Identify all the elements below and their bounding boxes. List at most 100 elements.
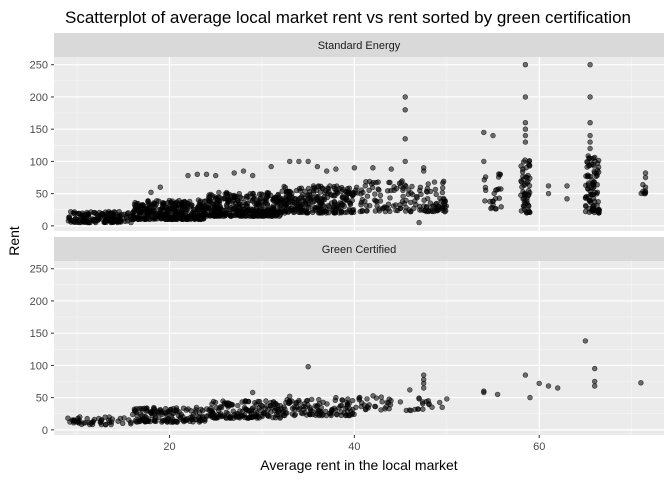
panel-standard-energy: Standard Energy 0 50 100 150 200 250	[30, 33, 664, 233]
data-point	[99, 216, 105, 222]
data-point	[377, 192, 384, 199]
data-point	[434, 207, 441, 213]
data-point	[312, 204, 318, 211]
panel-green-certified: Green Certified 0 50 100 150 200 250	[30, 237, 664, 437]
data-points	[65, 338, 644, 428]
data-point	[352, 190, 358, 196]
data-point	[481, 158, 487, 165]
data-point	[590, 182, 597, 188]
data-point	[387, 195, 393, 201]
data-point	[214, 197, 221, 203]
data-point	[407, 209, 414, 215]
data-point	[481, 129, 487, 136]
data-point	[390, 203, 397, 209]
data-point	[341, 203, 347, 209]
data-point	[422, 208, 428, 214]
data-point	[178, 411, 185, 418]
data-point	[252, 200, 258, 207]
data-point	[258, 191, 265, 197]
data-point	[524, 209, 531, 216]
data-point	[228, 213, 235, 219]
x-tick-label: 60	[533, 441, 545, 453]
data-point	[522, 126, 529, 132]
data-point	[183, 407, 190, 413]
data-point	[283, 399, 289, 406]
data-point	[213, 415, 220, 421]
data-point	[362, 198, 368, 205]
x-tick-labels: 20 40 60	[163, 435, 545, 453]
data-point	[353, 404, 359, 410]
data-point	[638, 380, 644, 386]
data-point	[378, 394, 384, 400]
data-point	[194, 171, 201, 178]
data-point	[277, 202, 284, 208]
data-point	[144, 405, 150, 411]
data-point	[198, 213, 204, 219]
data-point	[406, 407, 413, 413]
data-point	[91, 416, 98, 423]
data-point	[386, 406, 392, 412]
data-point	[312, 403, 318, 409]
data-point	[305, 364, 311, 370]
data-point	[554, 385, 561, 391]
data-point	[588, 161, 594, 168]
data-point	[74, 419, 80, 425]
data-point	[587, 119, 593, 126]
data-point	[366, 187, 372, 194]
data-point	[84, 415, 90, 422]
data-point	[293, 400, 299, 407]
data-point	[527, 394, 533, 401]
data-point	[98, 421, 105, 428]
data-point	[642, 174, 649, 181]
data-point	[121, 415, 127, 421]
data-point	[303, 209, 309, 215]
data-point	[117, 215, 123, 221]
data-point	[300, 403, 306, 410]
data-point	[421, 385, 427, 391]
data-point	[591, 365, 598, 372]
data-point	[307, 189, 313, 195]
data-point	[642, 170, 649, 176]
data-point	[251, 193, 257, 200]
data-point	[233, 208, 239, 215]
data-point	[206, 205, 212, 212]
data-point	[316, 396, 322, 403]
data-point	[424, 185, 431, 192]
data-point	[134, 412, 140, 419]
data-point	[405, 191, 411, 197]
data-point	[359, 207, 365, 214]
data-point	[326, 204, 332, 210]
data-point	[223, 212, 229, 219]
data-point	[526, 158, 532, 165]
data-point	[213, 202, 220, 209]
data-point	[264, 201, 270, 207]
data-point	[402, 94, 408, 100]
data-point	[304, 397, 311, 404]
data-point	[220, 196, 226, 202]
data-point	[587, 139, 593, 145]
data-point	[333, 394, 339, 401]
data-point	[236, 191, 243, 197]
data-point	[564, 183, 570, 189]
data-point	[595, 210, 602, 216]
data-point	[522, 119, 529, 126]
data-point	[586, 155, 592, 161]
data-point	[130, 209, 136, 215]
data-point	[369, 184, 376, 191]
data-point	[244, 200, 251, 207]
data-point	[242, 213, 249, 219]
data-point	[440, 185, 446, 191]
data-point	[216, 407, 222, 414]
strip-green-certified	[54, 237, 664, 261]
data-point	[344, 186, 351, 192]
data-point	[322, 190, 328, 196]
data-point	[241, 414, 248, 420]
data-point	[65, 415, 71, 421]
data-point	[587, 61, 593, 68]
strip-label-standard-energy: Standard Energy	[318, 40, 401, 52]
data-point	[429, 208, 435, 215]
y-tick-label: 150	[30, 124, 48, 136]
data-point	[203, 171, 210, 178]
data-point	[210, 398, 217, 405]
